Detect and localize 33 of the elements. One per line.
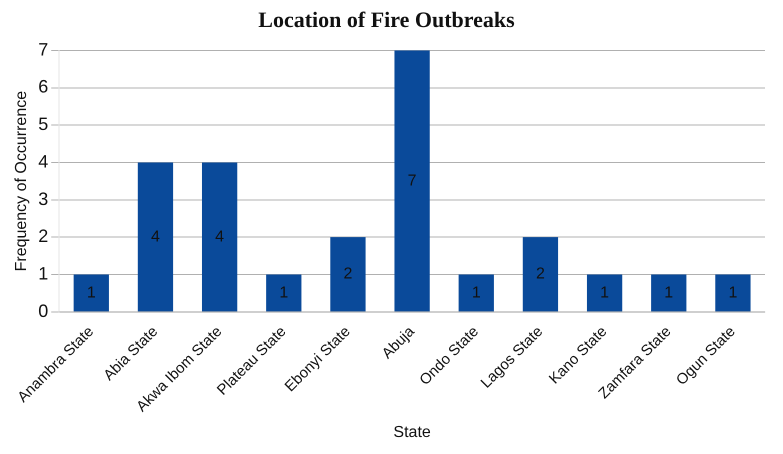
- y-tick-label: 7: [38, 39, 48, 60]
- bar: [74, 274, 109, 312]
- y-tick-label: 5: [38, 114, 48, 134]
- bar: [522, 237, 558, 312]
- y-tick-label: 1: [38, 264, 48, 284]
- y-tick-label: 2: [38, 226, 48, 246]
- data-label: 1: [86, 284, 96, 302]
- y-tick-label: 3: [38, 188, 48, 209]
- data-label: 4: [151, 228, 160, 246]
- bar: [202, 162, 238, 312]
- data-label: 1: [728, 284, 738, 302]
- y-tick-label: 4: [38, 151, 48, 172]
- bar: [586, 274, 622, 312]
- y-tick-label: 0: [38, 300, 48, 321]
- bar: [458, 274, 494, 312]
- bar: [330, 237, 366, 312]
- data-label: 1: [600, 284, 610, 302]
- data-label: 1: [664, 284, 674, 302]
- bar: [715, 274, 751, 312]
- data-label: 4: [215, 228, 224, 246]
- data-label: 7: [408, 172, 417, 190]
- y-tick-label: 6: [38, 76, 48, 97]
- bar: [394, 50, 430, 312]
- bar: [266, 274, 302, 312]
- chart-title: Location of Fire Outbreaks: [258, 6, 516, 32]
- data-label: 1: [279, 284, 288, 302]
- data-label: 1: [472, 284, 481, 302]
- y-axis-title: Frequency of Occurrence: [13, 90, 30, 272]
- bar: [138, 162, 174, 312]
- x-axis-title: State: [393, 424, 431, 441]
- bar: [651, 274, 686, 312]
- data-label: 2: [343, 266, 352, 283]
- data-label: 2: [536, 266, 545, 283]
